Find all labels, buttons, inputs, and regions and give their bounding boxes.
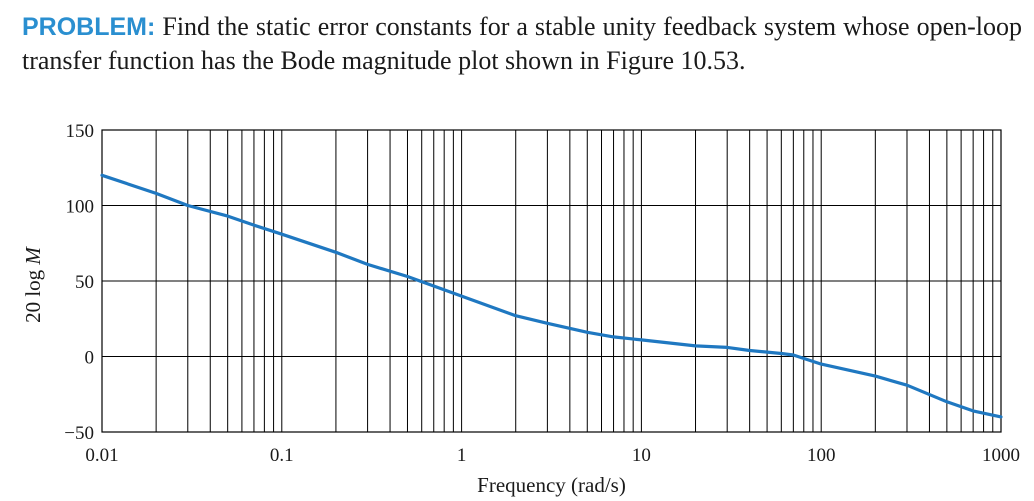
y-tick-label: 0	[85, 348, 95, 369]
y-axis-title: 20 log M	[21, 246, 45, 323]
x-tick-label: 0.01	[85, 445, 118, 466]
magnitude-curve	[100, 173, 1003, 419]
x-tick-label: 0.1	[270, 445, 294, 466]
plot-frame	[101, 129, 1002, 433]
x-tick-label: 10	[632, 445, 651, 466]
x-tick-label: 1	[457, 445, 467, 466]
y-tick-labels: 150 100 50 0 −50	[64, 121, 94, 444]
x-axis-title: Frequency (rad/s)	[477, 473, 626, 497]
y-tick-label: −50	[64, 423, 94, 444]
plot-grid	[102, 130, 1001, 432]
y-tick-label: 150	[66, 121, 95, 142]
y-tick-label: 50	[75, 272, 94, 293]
x-tick-label: 1000	[982, 445, 1020, 466]
x-tick-label: 100	[807, 445, 836, 466]
problem-statement: PROBLEM: Find the static error constants…	[22, 10, 1022, 78]
x-tick-labels: 0.01 0.1 1 10 100 1000	[85, 445, 1020, 466]
problem-label: PROBLEM:	[22, 13, 156, 41]
problem-text: Find the static error constants for a st…	[22, 12, 1023, 75]
y-tick-label: 100	[66, 197, 95, 218]
